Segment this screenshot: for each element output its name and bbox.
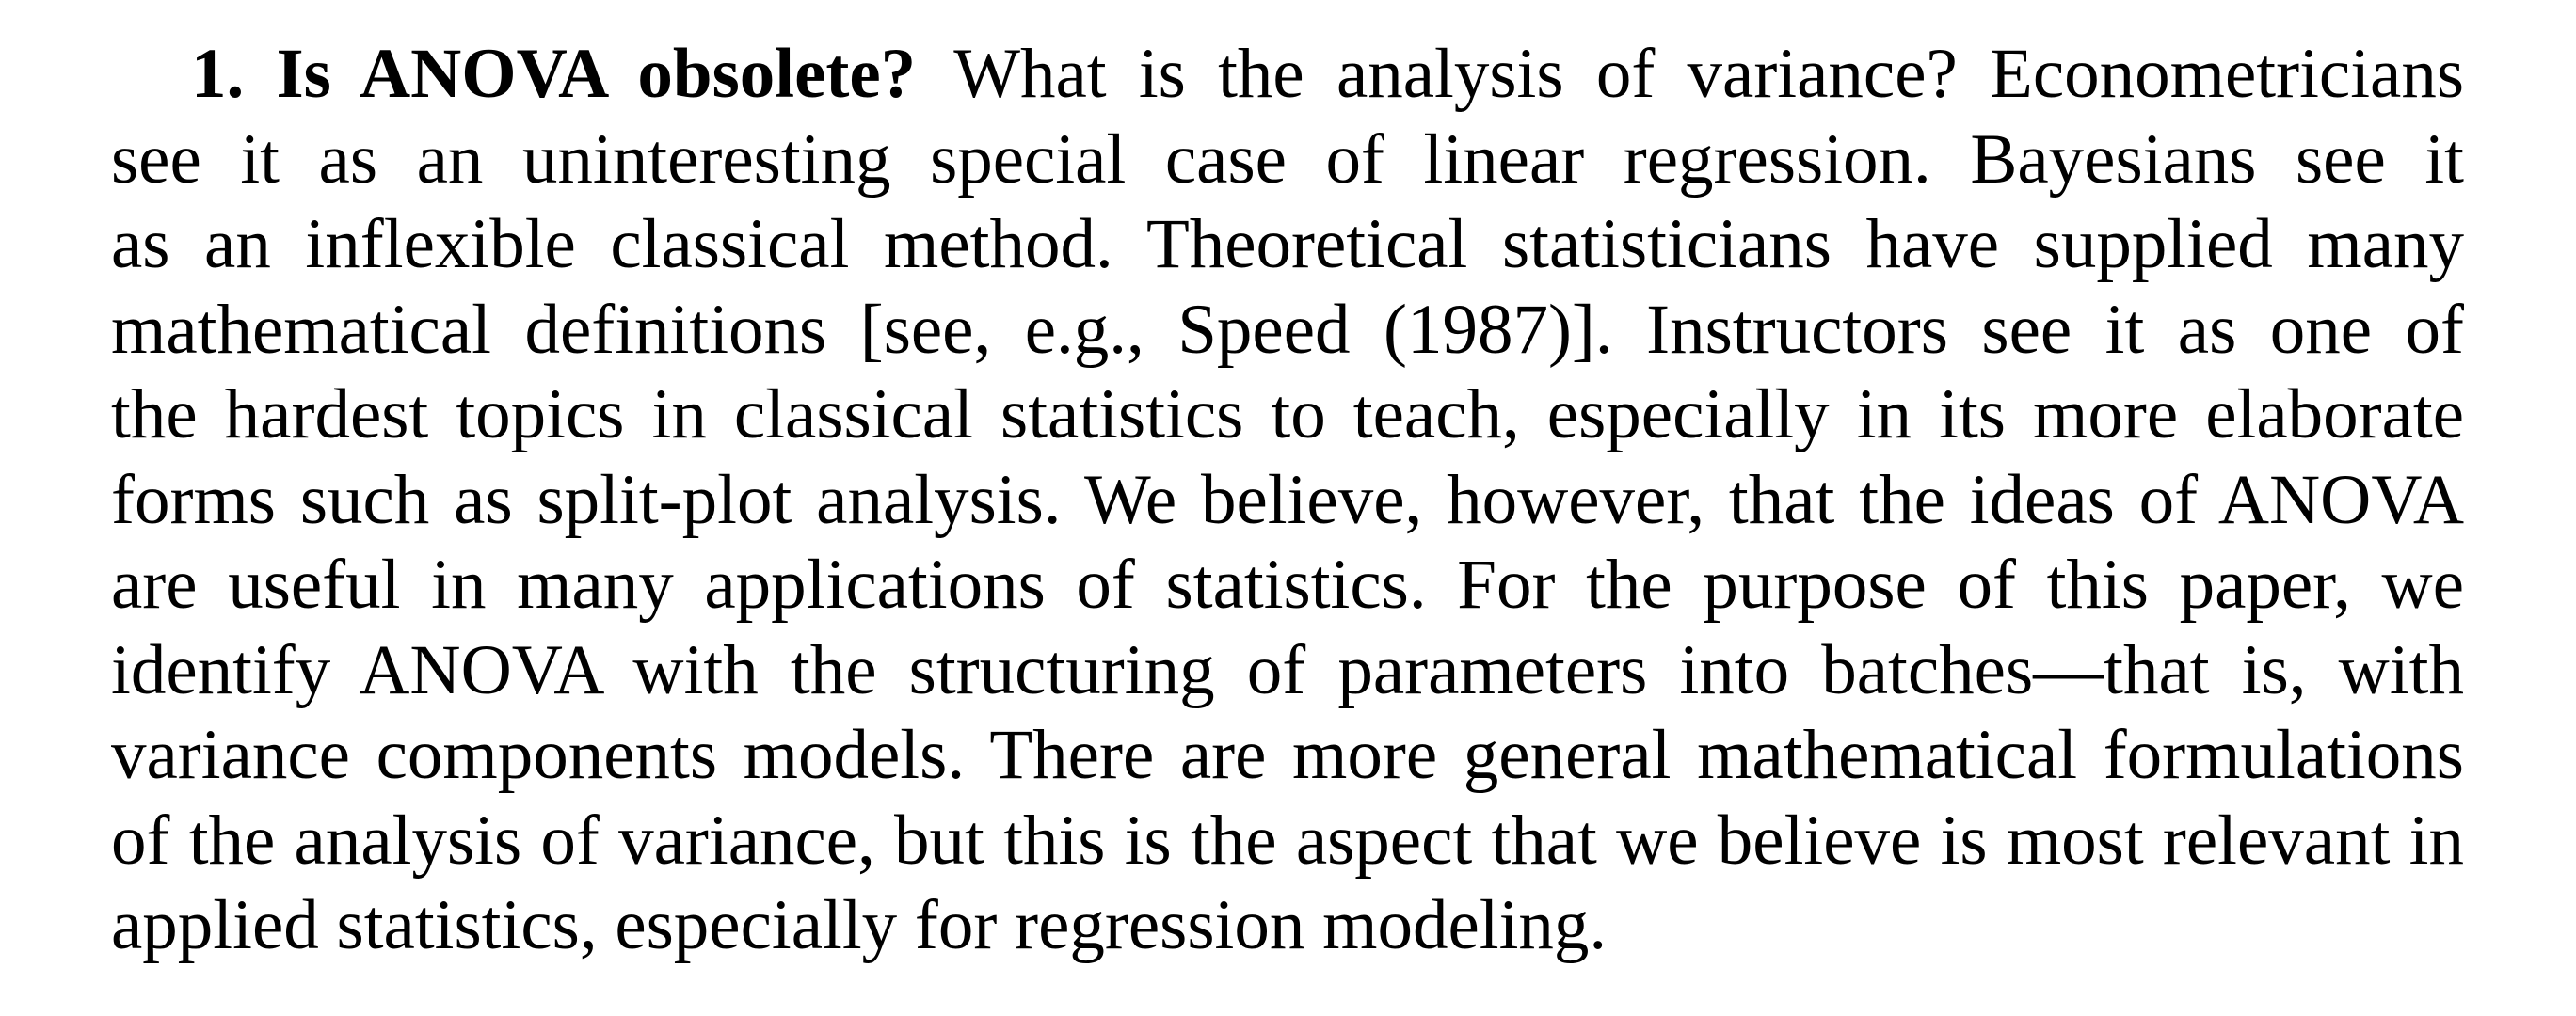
paragraph-line-4: mathematical definitions [see, e.g., Spe… bbox=[111, 290, 2464, 369]
line-text: What is the analysis of variance? Econom… bbox=[953, 35, 2465, 113]
paragraph-line-11: applied statistics, especially for regre… bbox=[111, 886, 1608, 964]
paragraph-line-9: variance components models. There are mo… bbox=[111, 716, 2464, 794]
paragraph-line-2: see it as an uninteresting special case … bbox=[111, 119, 2464, 198]
section-heading: 1. Is ANOVA obsolete? bbox=[191, 35, 916, 113]
section-title: Is ANOVA obsolete? bbox=[276, 35, 917, 113]
paragraph-line-3: as an inflexible classical method. Theor… bbox=[111, 205, 2464, 283]
body-paragraph: 1. Is ANOVA obsolete? What is the analysi… bbox=[111, 32, 2464, 969]
paragraph-line-10: of the analysis of variance, but this is… bbox=[111, 801, 2464, 880]
paragraph-line-5: the hardest topics in classical statisti… bbox=[111, 375, 2464, 453]
paragraph-line-1: 1. Is ANOVA obsolete? What is the analysi… bbox=[111, 32, 2464, 118]
paragraph-line-8: identify ANOVA with the structuring of p… bbox=[111, 630, 2464, 709]
section-number: 1. bbox=[191, 35, 245, 113]
paragraph-line-7: are useful in many applications of stati… bbox=[111, 546, 2464, 624]
paragraph-line-6: forms such as split-plot analysis. We be… bbox=[111, 460, 2464, 539]
